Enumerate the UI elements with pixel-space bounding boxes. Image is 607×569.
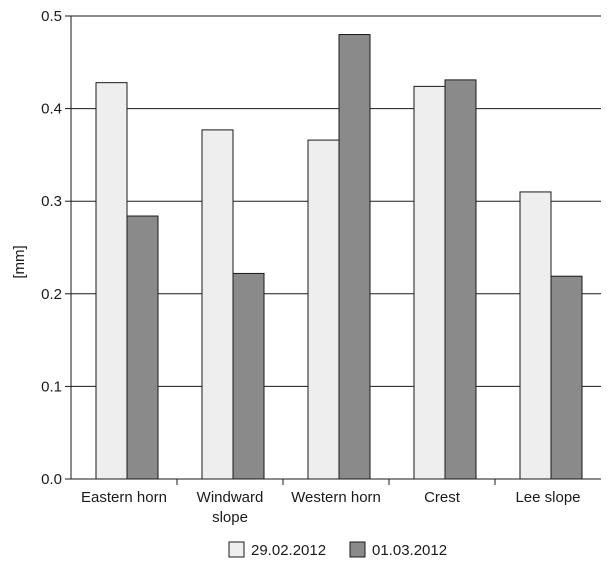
bar-series1 <box>95 82 128 480</box>
legend: 29.02.2012 01.03.2012 <box>228 541 447 559</box>
bar-series2 <box>338 34 371 480</box>
x-category-label: Eastern horn <box>81 489 167 506</box>
y-tick-label: 0.0 <box>41 471 62 488</box>
x-category-label: Western horn <box>291 489 381 506</box>
y-tick-label: 0.5 <box>41 8 62 25</box>
bar-series1 <box>413 85 446 480</box>
bar-series1 <box>519 191 552 480</box>
y-tick-label: 0.2 <box>41 286 62 303</box>
bar-series2 <box>232 272 265 480</box>
x-category-labels: Eastern horn Windward slope Western horn Cre… <box>81 489 580 526</box>
y-tick-label: 0.4 <box>41 101 62 118</box>
y-tick-label: 0.1 <box>41 378 62 395</box>
bar-series1 <box>307 139 340 480</box>
bar-series2 <box>126 215 159 480</box>
legend-label: 01.03.2012 <box>372 542 447 559</box>
bar-series2 <box>550 275 583 480</box>
x-category-label: Crest <box>424 489 461 506</box>
bars <box>95 34 583 480</box>
x-category-label: Lee slope <box>515 489 580 506</box>
bar-series2 <box>444 79 477 480</box>
y-tick-labels: 0.0 0.1 0.2 0.3 0.4 0.5 <box>41 8 62 488</box>
x-category-label: Windward slope <box>197 489 264 526</box>
y-axis-label: [mm] <box>11 245 28 278</box>
y-tick-label: 0.3 <box>41 193 62 210</box>
legend-swatch <box>228 541 245 558</box>
legend-label: 29.02.2012 <box>251 542 326 559</box>
bar-series1 <box>201 129 234 480</box>
axes <box>65 15 601 485</box>
legend-swatch <box>349 541 366 558</box>
